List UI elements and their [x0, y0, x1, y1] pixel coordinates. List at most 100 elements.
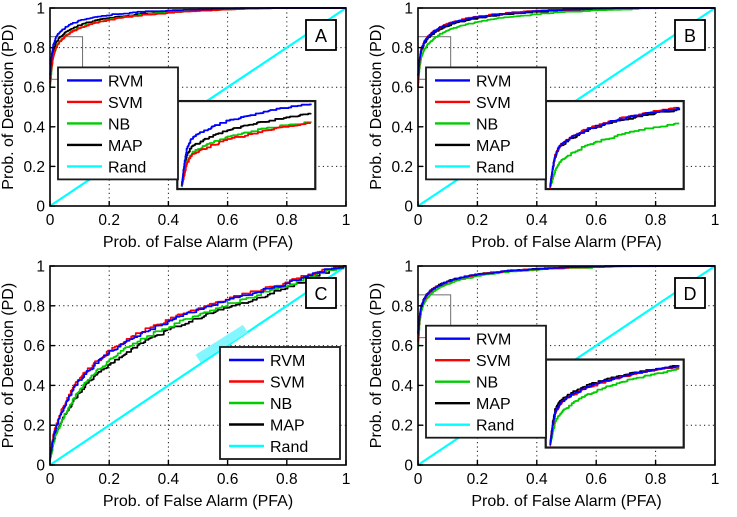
panel-label-box	[674, 277, 706, 309]
roc-chart-A: 00 0.2 0.2 0.4 0.4 0.6 0.6 0.8 0.8 1 1 Prob. of Fal…	[0, 1, 350, 252]
ytick-label: 1	[36, 259, 45, 276]
x-axis-label: Prob. of False Alarm (PFA)	[103, 234, 293, 251]
legend-label-SVM: SVM	[476, 95, 511, 112]
roc-chart-B: 00 0.2 0.2 0.4 0.4 0.6 0.6 0.8 0.8 1 1 Prob. of Fal…	[368, 1, 719, 252]
series-line-NB	[49, 265, 346, 462]
legend-label-SVM: SVM	[270, 375, 305, 392]
ytick-label: 0.8	[23, 298, 45, 315]
y-axis-label: Prob. of Detection (PD)	[0, 283, 17, 448]
panel-cell-A: 0 0 0.2 0.2 0.4 0.4 0.6 0.6 0.8 0.8 1 1 Prob. of Fal…	[0, 0, 368, 258]
xtick-label: 0.6	[585, 471, 607, 488]
ytick-label: 0.6	[391, 80, 413, 97]
legend-label-NB: NB	[476, 116, 498, 133]
xtick-label: 0	[46, 212, 55, 229]
legend-label-Rand: Rand	[476, 159, 514, 176]
inset-series-line-MAP	[180, 112, 312, 188]
ytick-label: 0	[36, 199, 45, 216]
ytick-label: 0.8	[391, 40, 413, 57]
ytick-label: 0.6	[23, 338, 45, 355]
y-axis-label: Prob. of Detection (PD)	[368, 283, 385, 448]
ytick-label: 0.4	[23, 119, 45, 136]
legend-label-NB: NB	[270, 396, 292, 413]
legend: RVM SVM NB MAP Rand	[219, 346, 341, 460]
xtick-label: 1	[342, 212, 351, 229]
xtick-label: 1	[711, 471, 720, 488]
axis-ticks: 00 0.2 0.2 0.4 0.4 0.6 0.6 0.8 0.8 1 1	[391, 1, 719, 230]
series-group	[49, 265, 346, 462]
xtick-label: 0.6	[217, 471, 239, 488]
inset-series-group	[549, 364, 680, 447]
xtick-label: 0.8	[276, 212, 298, 229]
xtick-label: 0.4	[158, 212, 180, 229]
inset-axes	[176, 99, 317, 191]
y-axis-label: Prob. of Detection (PD)	[0, 24, 17, 189]
x-axis-label: Prob. of False Alarm (PFA)	[103, 493, 293, 510]
xtick-label: 0.2	[98, 471, 120, 488]
panel-cell-D: 0 0 0.2 0.2 0.4 0.4 0.6 0.6 0.8 0.8 1 1 Prob. of Fal…	[368, 258, 737, 517]
roc-chart-C: 00 0.2 0.2 0.4 0.4 0.6 0.6 0.8 0.8 1 1 Prob. of Fal…	[0, 259, 350, 511]
roc-panel-A: 0 0 0.2 0.2 0.4 0.4 0.6 0.6 0.8 0.8 1 1 Prob. of Fal…	[0, 0, 368, 258]
xtick-label: 0.6	[217, 212, 239, 229]
xtick-label: 1	[711, 212, 720, 229]
xtick-label: 0.8	[276, 471, 298, 488]
xtick-label: 0.8	[645, 471, 667, 488]
roc-chart-D: 00 0.2 0.2 0.4 0.4 0.6 0.6 0.8 0.8 1 1 Prob. of Fal…	[368, 259, 719, 511]
inset-series-line-RVM	[549, 107, 680, 188]
ytick-label: 1	[36, 1, 45, 18]
legend-label-RVM: RVM	[270, 353, 305, 370]
panel-label-box	[674, 19, 706, 51]
ytick-label: 0.8	[391, 298, 413, 315]
panel-label: D	[684, 284, 697, 304]
panel-cell-B: 0 0 0.2 0.2 0.4 0.4 0.6 0.6 0.8 0.8 1 1 Prob. of Fal…	[368, 0, 737, 258]
legend-label-RVM: RVM	[476, 73, 511, 90]
legend-label-NB: NB	[108, 116, 130, 133]
panel-cell-C: 0 0 0.2 0.2 0.4 0.4 0.6 0.6 0.8 0.8 1 1 Prob. of Fal…	[0, 258, 368, 517]
inset-series-line-NB	[549, 367, 680, 446]
ytick-label: 0.6	[23, 80, 45, 97]
xtick-label: 0.2	[98, 212, 120, 229]
legend-label-Rand: Rand	[476, 418, 514, 435]
xtick-label: 0.2	[467, 471, 489, 488]
inset-series-line-NB	[549, 122, 680, 188]
ytick-label: 0	[404, 458, 413, 475]
panel-label: C	[315, 284, 328, 304]
legend: RVM SVM NB MAP Rand	[425, 324, 547, 439]
legend-label-MAP: MAP	[476, 138, 511, 155]
ytick-label: 1	[404, 1, 413, 18]
roc-panel-C: 0 0 0.2 0.2 0.4 0.4 0.6 0.6 0.8 0.8 1 1 Prob. of Fal…	[0, 258, 368, 517]
xtick-label: 0	[414, 471, 423, 488]
axis-frame	[417, 7, 716, 207]
legend-label-SVM: SVM	[476, 353, 511, 370]
inset-series-group	[549, 106, 681, 189]
legend-label-SVM: SVM	[108, 95, 143, 112]
xtick-label: 0.8	[645, 212, 667, 229]
axis-ticks: 00 0.2 0.2 0.4 0.4 0.6 0.6 0.8 0.8 1 1	[23, 1, 350, 230]
panel-label: A	[315, 26, 327, 46]
legend-label-MAP: MAP	[476, 396, 511, 413]
y-axis-label: Prob. of Detection (PD)	[368, 24, 385, 189]
inset-series-line-RVM	[180, 103, 312, 187]
axis-ticks: 00 0.2 0.2 0.4 0.4 0.6 0.6 0.8 0.8 1 1	[23, 259, 350, 489]
xtick-label: 0.4	[158, 471, 180, 488]
ytick-label: 0	[404, 199, 413, 216]
xtick-label: 0	[414, 212, 423, 229]
xtick-label: 0	[46, 471, 55, 488]
ytick-label: 1	[404, 259, 413, 276]
panel-label-box	[305, 19, 337, 51]
legend: RVM SVM NB MAP Rand	[57, 66, 179, 181]
axis-ticks: 00 0.2 0.2 0.4 0.4 0.6 0.6 0.8 0.8 1 1	[391, 259, 719, 489]
xtick-label: 0.6	[585, 212, 607, 229]
x-axis-label: Prob. of False Alarm (PFA)	[471, 234, 661, 251]
roc-panel-B: 0 0 0.2 0.2 0.4 0.4 0.6 0.6 0.8 0.8 1 1 Prob. of Fal…	[368, 0, 737, 258]
legend-label-MAP: MAP	[270, 418, 305, 435]
series-line-NB	[417, 7, 715, 85]
roc-panel-D: 0 0 0.2 0.2 0.4 0.4 0.6 0.6 0.8 0.8 1 1 Prob. of Fal…	[368, 258, 737, 517]
legend-label-NB: NB	[476, 375, 498, 392]
axis-frame	[417, 265, 716, 466]
inset-series-line-RVM	[549, 364, 680, 446]
legend-label-MAP: MAP	[108, 138, 143, 155]
ytick-label: 0.6	[391, 338, 413, 355]
xtick-label: 1	[342, 471, 351, 488]
xtick-label: 0.4	[526, 212, 548, 229]
inset-series-group	[180, 103, 312, 188]
